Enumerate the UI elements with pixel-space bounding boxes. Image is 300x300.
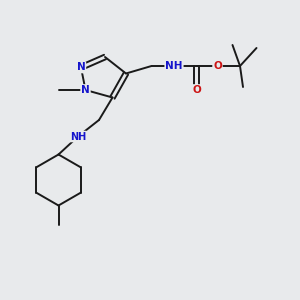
- Text: NH: NH: [165, 61, 183, 71]
- Text: N: N: [76, 62, 85, 73]
- Text: NH: NH: [70, 131, 86, 142]
- Text: O: O: [213, 61, 222, 71]
- Text: N: N: [81, 85, 90, 95]
- Text: O: O: [192, 85, 201, 95]
